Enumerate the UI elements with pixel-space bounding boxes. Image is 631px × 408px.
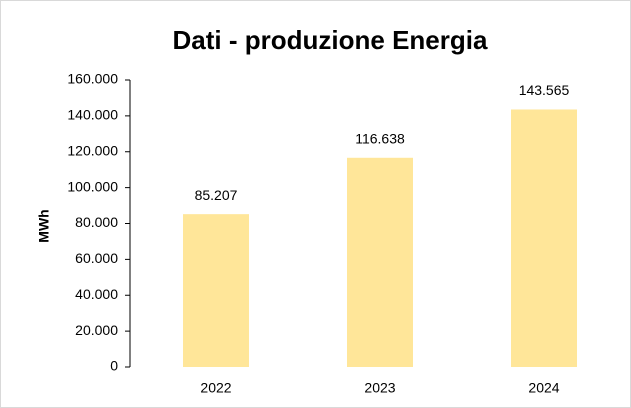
bar	[347, 157, 413, 367]
x-tick-label: 2022	[200, 380, 231, 396]
bar	[511, 109, 577, 367]
y-tick-label: 160.000	[67, 71, 118, 87]
x-tick-label: 2024	[528, 380, 559, 396]
bar	[183, 214, 249, 367]
y-tick-label: 80.000	[75, 214, 118, 230]
y-tick-label: 100.000	[67, 178, 118, 194]
y-tick-label: 0	[110, 358, 118, 374]
y-axis-label: MWh	[36, 209, 52, 242]
y-tick-label: 140.000	[67, 107, 118, 123]
y-tick-label: 60.000	[75, 250, 118, 266]
data-label: 116.638	[355, 130, 405, 146]
data-label: 143.565	[519, 82, 570, 98]
chart-title: Dati - produzione Energia	[173, 25, 488, 55]
y-tick-label: 20.000	[75, 322, 118, 338]
x-tick-label: 2023	[364, 380, 395, 396]
y-tick-label: 120.000	[67, 142, 118, 158]
y-tick-label: 40.000	[75, 286, 118, 302]
data-label: 85.207	[195, 187, 238, 203]
